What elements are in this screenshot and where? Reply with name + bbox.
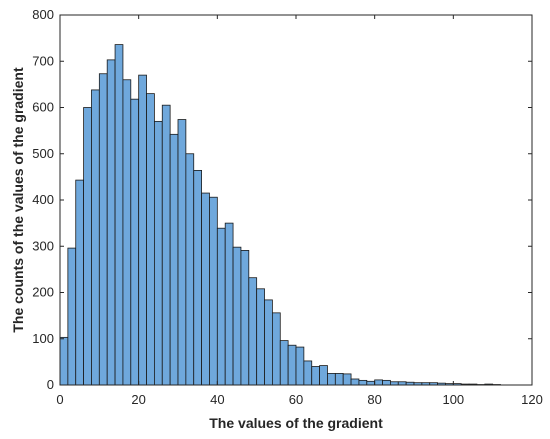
histogram-bar <box>358 379 368 386</box>
y-axis: 0 100 200 300 400 500 600 700 800 <box>32 7 532 392</box>
histogram-bar <box>256 288 265 386</box>
y-tick-label: 400 <box>32 192 54 207</box>
histogram-bar <box>248 277 258 386</box>
histogram-bar <box>279 340 289 386</box>
y-tick-label: 0 <box>47 377 54 392</box>
histogram-bar <box>382 379 391 386</box>
y-tick-label: 700 <box>32 53 54 68</box>
x-tick-label: 40 <box>210 392 224 407</box>
histogram-bar <box>311 366 321 386</box>
y-tick-label: 200 <box>32 285 54 300</box>
histogram-bar <box>327 373 336 386</box>
histogram-bar <box>106 59 116 386</box>
histogram-bar <box>201 192 210 386</box>
histogram-bar <box>264 299 273 386</box>
histogram-bar <box>366 380 376 386</box>
histogram-bar <box>130 98 140 386</box>
histogram-bar <box>169 133 179 386</box>
histogram-bar <box>287 344 297 386</box>
x-tick-label: 120 <box>521 392 543 407</box>
y-axis-title: The counts of the values of the gradient <box>10 67 26 333</box>
histogram-bar <box>161 104 171 386</box>
histogram-bar <box>67 247 77 386</box>
histogram-bar <box>295 346 305 386</box>
histogram-bar <box>240 250 250 386</box>
x-tick-label: 0 <box>56 392 63 407</box>
histogram-bar <box>185 153 195 386</box>
y-tick-label: 300 <box>32 238 54 253</box>
histogram-bar <box>114 44 124 386</box>
histogram-bar <box>146 93 155 386</box>
histogram-bar <box>319 365 328 386</box>
x-axis-title: The values of the gradient <box>209 415 383 431</box>
y-tick-label: 100 <box>32 331 54 346</box>
histogram-bar <box>59 336 69 386</box>
histogram-bar <box>342 373 352 386</box>
histogram-bar <box>374 379 383 386</box>
histogram-bar <box>138 74 147 386</box>
histogram-bar <box>98 73 108 386</box>
x-axis: 0 20 40 60 80 100 120 <box>56 15 543 407</box>
histogram-bar <box>303 360 313 386</box>
histogram-bar <box>224 222 234 386</box>
histogram-bar <box>334 373 344 386</box>
histogram-bar <box>232 246 242 386</box>
y-tick-label: 500 <box>32 146 54 161</box>
histogram-bar <box>75 179 84 386</box>
x-tick-label: 100 <box>442 392 464 407</box>
y-tick-label: 600 <box>32 100 54 115</box>
histogram-bar <box>91 89 100 386</box>
x-tick-label: 20 <box>131 392 145 407</box>
histogram-bar <box>193 169 203 386</box>
histogram-bar <box>271 312 281 386</box>
histogram-bar <box>216 227 226 386</box>
x-tick-label: 60 <box>289 392 303 407</box>
histogram-bar <box>177 119 187 386</box>
histogram-bar <box>153 120 163 386</box>
x-tick-label: 80 <box>367 392 381 407</box>
y-tick-label: 800 <box>32 7 54 22</box>
histogram-bar <box>209 196 218 386</box>
histogram-bar <box>350 378 360 386</box>
histogram-bar <box>122 79 132 386</box>
histogram-bar <box>83 107 92 386</box>
